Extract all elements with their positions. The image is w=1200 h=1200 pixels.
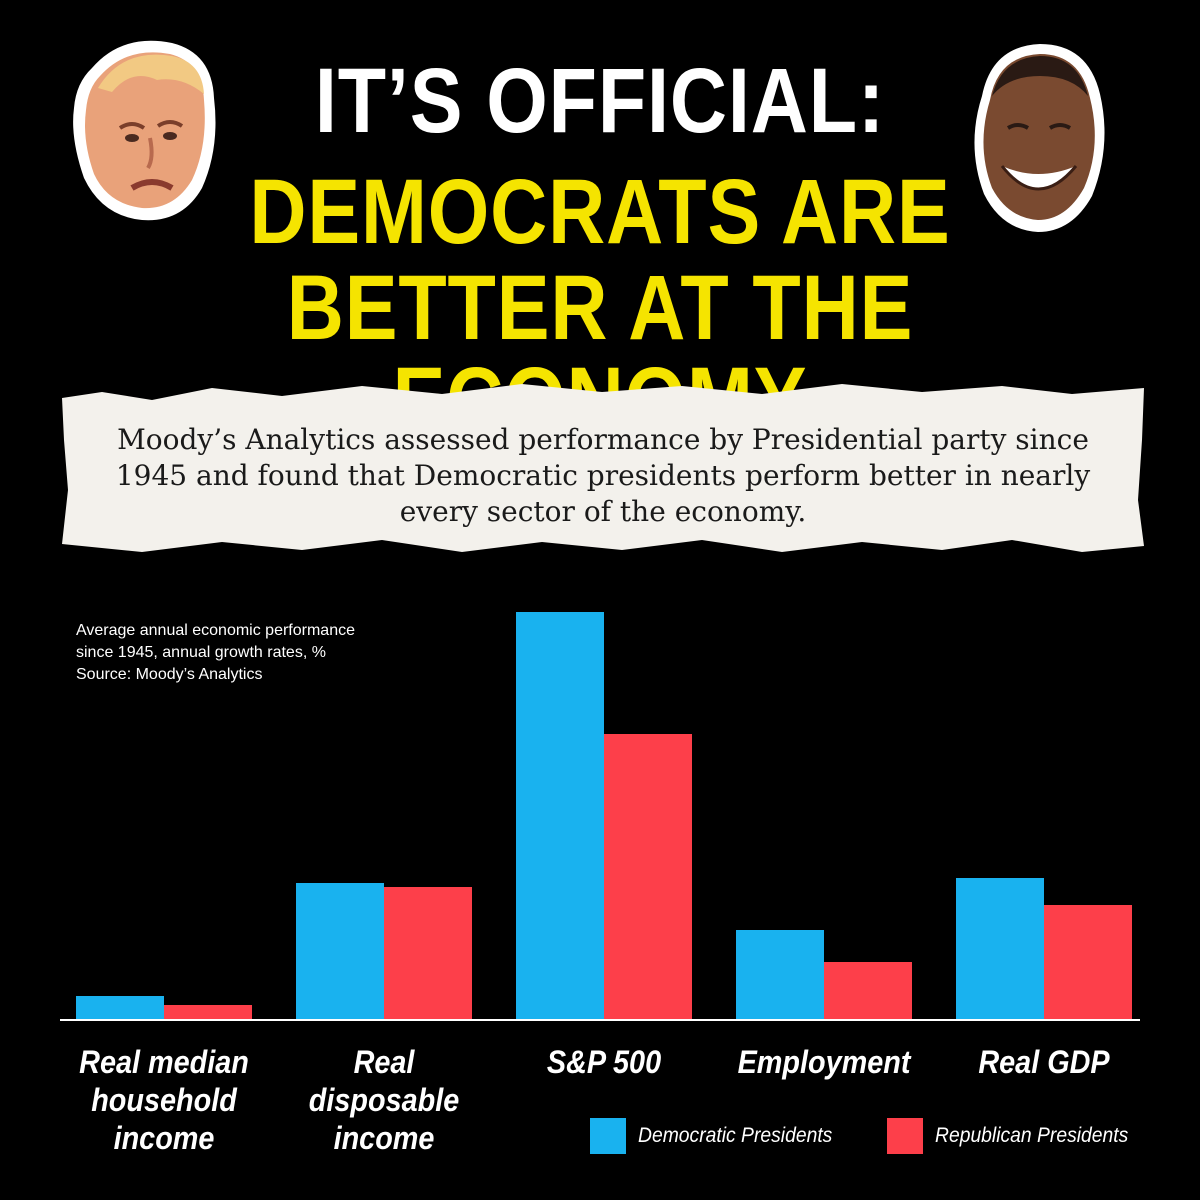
torn-paper-strip bbox=[62, 384, 1144, 552]
chart-note: Average annual economic performance sinc… bbox=[76, 620, 355, 686]
bar-republican-real-median-household-income bbox=[164, 1005, 252, 1020]
category-label-line: disposable bbox=[308, 1082, 460, 1118]
bar-republican-employment bbox=[824, 962, 912, 1020]
legend-label-democratic: Democratic Presidents bbox=[638, 1124, 833, 1147]
category-label-line: Real median bbox=[79, 1044, 249, 1080]
bar-democratic-employment bbox=[736, 930, 824, 1020]
category-label-real-disposable-income: Real disposable income bbox=[296, 1043, 472, 1157]
category-label-employment: Employment bbox=[736, 1043, 912, 1081]
chart-note-line-1: Average annual economic performance bbox=[76, 622, 355, 639]
caption-text: Moody’s Analytics assessed performance b… bbox=[115, 423, 1091, 528]
smiling-face-cutout bbox=[974, 44, 1105, 232]
category-label-line: Real GDP bbox=[978, 1044, 1110, 1080]
category-label-line: Real bbox=[353, 1044, 415, 1080]
chart-note-line-2: since 1945, annual growth rates, % bbox=[76, 644, 326, 661]
category-label-line: income bbox=[113, 1120, 215, 1156]
legend-label-republican: Republican Presidents bbox=[935, 1124, 1129, 1147]
category-label-line: Employment bbox=[737, 1044, 911, 1080]
category-label-s-p-500: S&P 500 bbox=[516, 1043, 692, 1081]
category-label-line: S&P 500 bbox=[546, 1044, 662, 1080]
bar-republican-s-p-500 bbox=[604, 734, 692, 1020]
bar-democratic-real-median-household-income bbox=[76, 996, 164, 1020]
headline-line-2: DEMOCRATS ARE bbox=[249, 161, 951, 263]
legend-swatch-democratic bbox=[590, 1118, 626, 1154]
bar-chart bbox=[60, 612, 1140, 1021]
bar-democratic-real-gdp bbox=[956, 878, 1044, 1020]
bar-republican-real-disposable-income bbox=[384, 887, 472, 1020]
category-label-line: income bbox=[333, 1120, 435, 1156]
headline-line-1: IT’S OFFICIAL: bbox=[314, 50, 886, 152]
frowning-face-cutout bbox=[73, 40, 216, 221]
bar-republican-real-gdp bbox=[1044, 905, 1132, 1020]
category-label-line: household bbox=[91, 1082, 237, 1118]
bar-democratic-real-disposable-income bbox=[296, 883, 384, 1020]
chart-note-line-3: Source: Moody’s Analytics bbox=[76, 666, 263, 683]
category-label-real-gdp: Real GDP bbox=[956, 1043, 1132, 1081]
bar-democratic-s-p-500 bbox=[516, 612, 604, 1020]
category-label-real-median-household-income: Real median household income bbox=[76, 1043, 252, 1157]
legend-swatch-republican bbox=[887, 1118, 923, 1154]
legend-republican: Republican Presidents bbox=[887, 1118, 1145, 1154]
legend-democratic: Democratic Presidents bbox=[590, 1118, 849, 1154]
